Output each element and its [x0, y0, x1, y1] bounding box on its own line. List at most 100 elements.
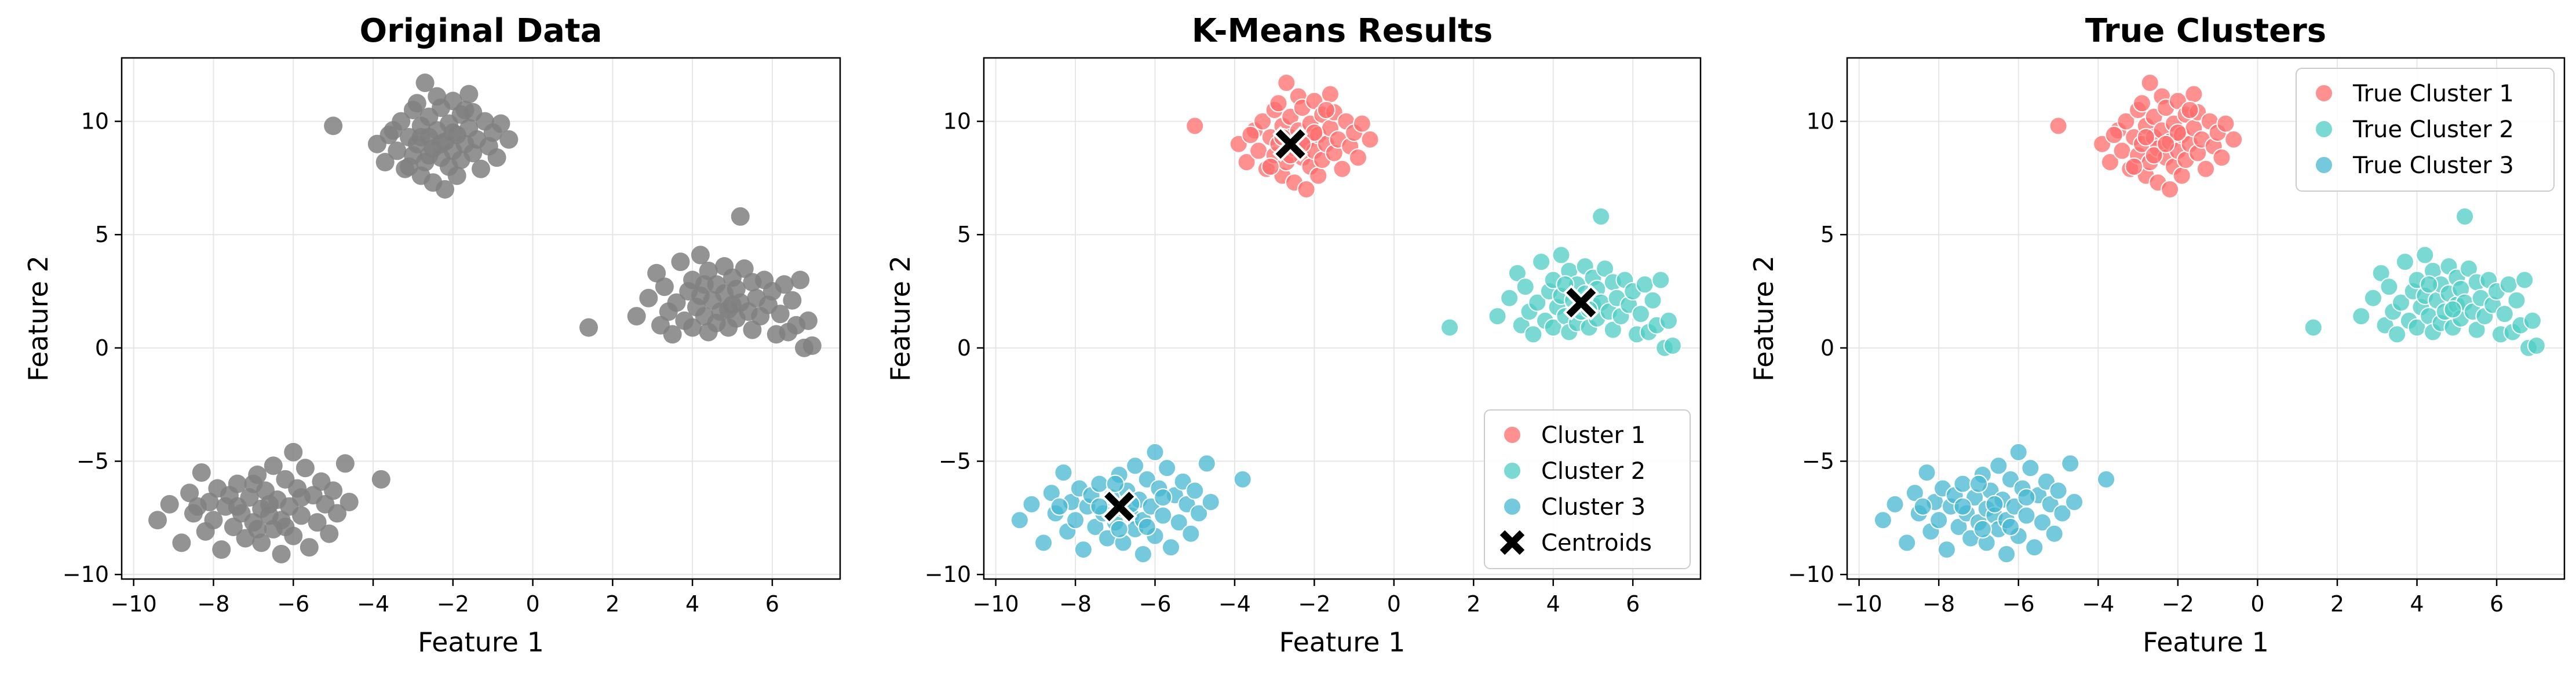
x-tick-label: 2 — [605, 591, 619, 617]
scatter-point — [415, 74, 435, 93]
chart-title: K-Means Results — [1192, 12, 1493, 50]
scatter-point — [2212, 148, 2231, 167]
scatter-point — [432, 134, 451, 153]
legend: True Cluster 1 True Cluster 2 True Cluster… — [2296, 68, 2555, 192]
scatter-point — [1885, 494, 1904, 514]
x-axis-label: Feature 1 — [1279, 627, 1406, 658]
scatter-point — [2467, 320, 2486, 339]
scatter-point — [1651, 270, 1670, 290]
x-tick-label: −6 — [2002, 591, 2035, 617]
scatter-point — [1360, 130, 1380, 149]
scatter-point — [1054, 463, 1073, 482]
centroid-cross — [1566, 288, 1596, 318]
x-tick-label: −2 — [2162, 591, 2194, 617]
x-tick-label: 6 — [1626, 591, 1640, 617]
scatter-point — [2180, 101, 2199, 119]
scatter-point — [2459, 259, 2478, 278]
scatter-point — [1297, 180, 1316, 199]
scatter-point — [1659, 311, 1679, 330]
scatter-point — [683, 318, 702, 337]
scatter-point — [1090, 497, 1109, 516]
y-tick-label: −5 — [1802, 449, 1834, 474]
scatter-point — [2053, 504, 2072, 523]
x-tick-label: 4 — [1546, 591, 1560, 617]
scatter-point — [1185, 481, 1205, 500]
chart-title: Original Data — [360, 12, 603, 50]
scatter-point — [2224, 130, 2243, 149]
scatter-point — [459, 85, 479, 104]
scatter-point — [308, 513, 327, 532]
scatter-point — [2172, 166, 2191, 185]
scatter-point — [1985, 494, 2004, 514]
scatter-point — [1989, 456, 2008, 475]
scatter-point — [1126, 456, 1145, 475]
axes-frame — [983, 57, 1702, 580]
legend-marker — [2315, 120, 2333, 138]
scatter-point — [1241, 126, 1260, 145]
scatter-point — [224, 518, 243, 536]
legend-label: True Cluster 3 — [2352, 152, 2514, 179]
centroid-marker — [1272, 126, 1309, 162]
y-tick-label: −5 — [939, 449, 971, 474]
legend-marker — [1503, 497, 1521, 516]
scatter-point — [1090, 474, 1109, 493]
scatter-point — [1201, 492, 1220, 511]
scatter-point — [2392, 293, 2411, 312]
scatter-point — [655, 277, 674, 296]
y-tick-label: −10 — [63, 562, 109, 587]
legend-box — [2296, 68, 2555, 192]
scatter-point — [2523, 311, 2542, 330]
y-tick-label: 5 — [957, 222, 971, 247]
scatter-point — [1949, 518, 1968, 536]
chart-panel-1: −10 −8 −6 −4 −2 0 2 4 6 −10 −5 0 5 10 Original Data Fea… — [23, 12, 841, 658]
scatter-point — [1237, 153, 1256, 171]
legend-label: Cluster 2 — [1541, 458, 1645, 485]
scatter-point — [719, 300, 738, 319]
scatter-point — [2196, 159, 2215, 178]
scatter-point — [411, 127, 430, 146]
scatter-point — [802, 336, 822, 355]
scatter-point — [783, 291, 802, 310]
scatter-point — [2097, 470, 2116, 489]
scatter-point — [1066, 511, 1085, 530]
scatter-point — [1500, 288, 1519, 307]
scatter-point — [371, 470, 391, 489]
scatter-point — [2112, 141, 2132, 160]
x-tick-label: −4 — [357, 591, 389, 617]
scatter-point — [228, 497, 247, 516]
scatter-point — [1309, 166, 1328, 185]
scatter-point — [419, 146, 439, 165]
scatter-point — [1022, 494, 1041, 514]
scatter-point — [1348, 148, 1367, 167]
scatter-point — [1929, 511, 1949, 530]
scatter-point — [1516, 277, 1535, 296]
scatter-point — [1898, 533, 1917, 552]
scatter-point — [1034, 533, 1053, 552]
x-axis-label: Feature 1 — [418, 627, 544, 658]
scatter-point — [499, 130, 519, 149]
scatter-point — [1969, 474, 1988, 493]
scatter-point — [1937, 540, 1956, 559]
scatter-point — [180, 483, 199, 503]
scatter-point — [1105, 474, 1125, 493]
scatter-point — [2443, 300, 2462, 319]
scatter-point — [1317, 101, 1336, 119]
scatter-point — [388, 141, 407, 160]
legend-box — [1484, 409, 1691, 569]
axes-frame — [121, 57, 841, 580]
x-tick-label: −8 — [1059, 591, 1092, 617]
scatter-point — [1249, 141, 1268, 160]
x-tick-label: 0 — [1387, 591, 1401, 617]
scatter-point — [300, 538, 319, 557]
scatter-point — [1169, 513, 1188, 532]
scatter-point — [2420, 275, 2439, 294]
scatter-point — [2455, 207, 2475, 226]
scatter-point — [1440, 318, 1460, 337]
scatter-point — [1596, 259, 1615, 278]
scatter-point — [1532, 252, 1551, 272]
legend-marker — [2315, 84, 2333, 102]
y-axis-label: Feature 2 — [1748, 255, 1779, 382]
scatter-point — [248, 519, 267, 539]
x-tick-label: −2 — [1298, 591, 1330, 617]
scatter-point — [324, 481, 343, 500]
